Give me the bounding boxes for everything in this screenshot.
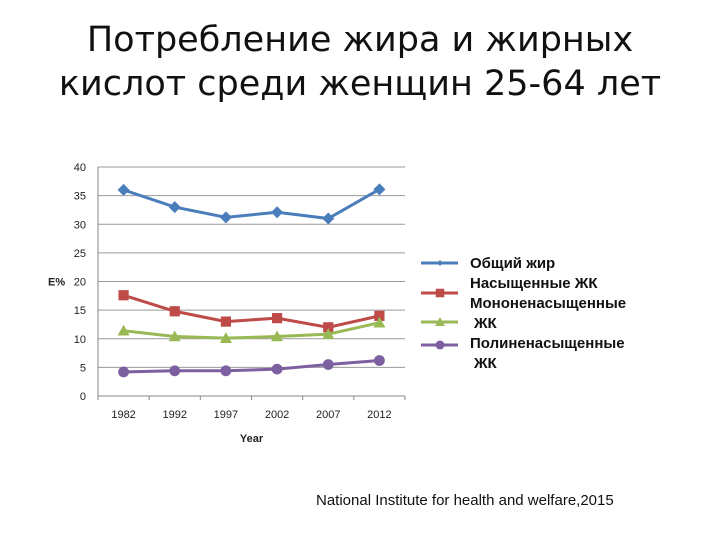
x-tick-label: 2007 bbox=[316, 409, 340, 421]
x-tick-label: 1997 bbox=[214, 409, 238, 421]
y-tick-label: 0 bbox=[80, 391, 86, 403]
y-tick-label: 35 bbox=[74, 191, 86, 203]
source-citation: National Institute for health and welfar… bbox=[316, 492, 614, 509]
y-axis-label: E% bbox=[48, 277, 65, 289]
series-line bbox=[123, 188, 381, 221]
y-tick-label: 20 bbox=[74, 277, 86, 289]
x-tick-label: 2012 bbox=[367, 409, 391, 421]
series-line bbox=[123, 321, 380, 340]
x-axis-label: Year bbox=[240, 433, 264, 445]
y-tick-label: 10 bbox=[74, 334, 86, 346]
x-tick-label: 1992 bbox=[163, 409, 187, 421]
slide-title: Потребление жира и жирных кислот среди ж… bbox=[0, 18, 720, 106]
series-line bbox=[123, 293, 380, 329]
title-line-1: Потребление жира и жирных bbox=[86, 20, 634, 60]
x-tick-label: 1982 bbox=[111, 409, 135, 421]
series-line bbox=[123, 359, 380, 374]
y-tick-label: 5 bbox=[80, 362, 86, 374]
title-line-2: кислот среди женщин 25-64 лет bbox=[58, 64, 662, 104]
y-tick-label: 25 bbox=[74, 248, 86, 260]
y-tick-label: 30 bbox=[74, 219, 86, 231]
y-tick-label: 40 bbox=[74, 162, 86, 174]
y-tick-label: 15 bbox=[74, 305, 86, 317]
x-tick-label: 2002 bbox=[265, 409, 289, 421]
